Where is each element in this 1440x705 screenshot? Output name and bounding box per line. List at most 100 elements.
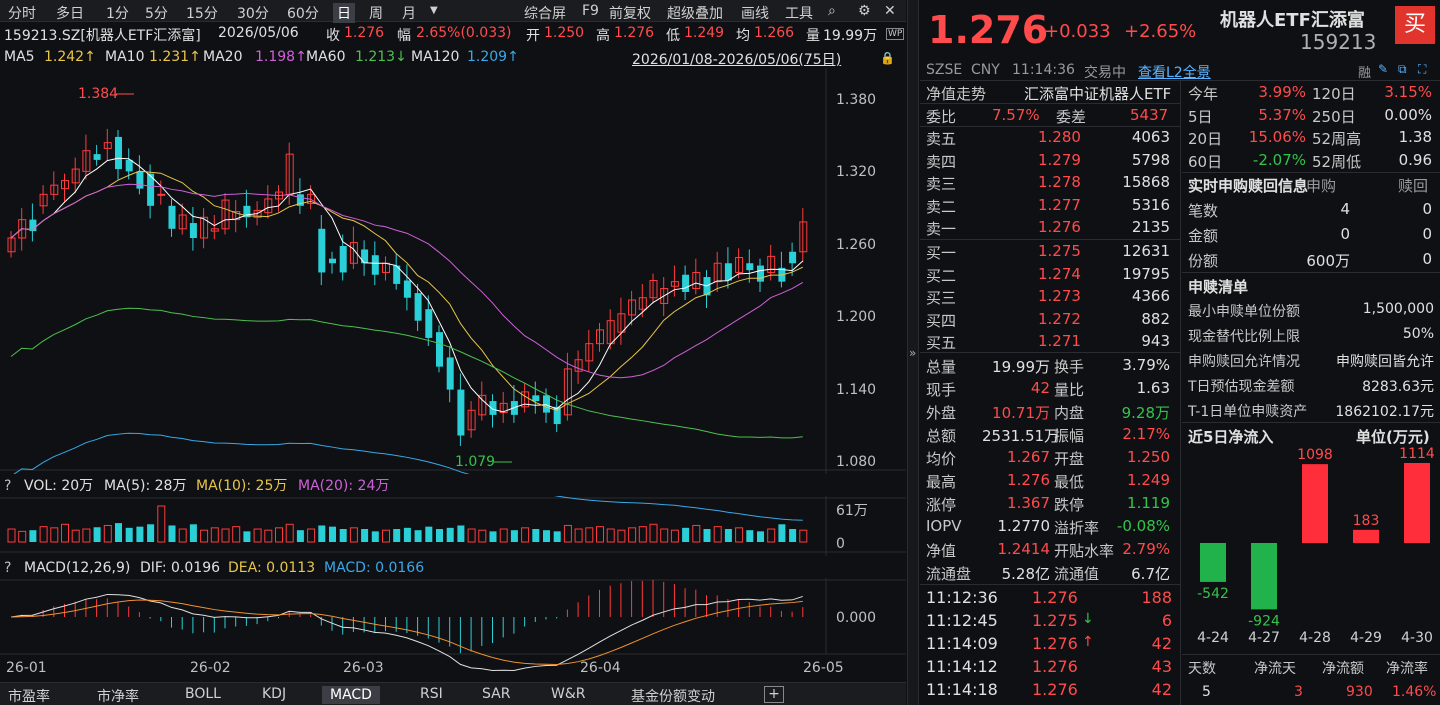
- candle[interactable]: [157, 180, 166, 205]
- candle[interactable]: [147, 164, 155, 219]
- period-tab[interactable]: 30分: [237, 6, 269, 22]
- candle[interactable]: [585, 329, 594, 372]
- candle[interactable]: [467, 401, 476, 438]
- tool-button[interactable]: F9: [582, 3, 599, 19]
- candle[interactable]: [243, 189, 251, 228]
- candle[interactable]: [649, 273, 658, 304]
- candle[interactable]: [617, 297, 626, 345]
- candle[interactable]: [136, 155, 144, 195]
- indicator-tab[interactable]: KDJ: [262, 686, 287, 702]
- period-tab[interactable]: 周: [369, 6, 383, 22]
- add-tab-icon[interactable]: +: [764, 686, 784, 703]
- tool-button[interactable]: 画线: [741, 6, 769, 22]
- candle[interactable]: [478, 381, 487, 421]
- candle[interactable]: [318, 215, 326, 286]
- popout-icon[interactable]: ⧉: [1398, 62, 1407, 76]
- indicator-tab[interactable]: 市盈率: [8, 689, 50, 705]
- expand-icon[interactable]: ⛶: [1418, 62, 1427, 76]
- candle[interactable]: [757, 258, 764, 292]
- candle[interactable]: [670, 265, 679, 297]
- candle[interactable]: [264, 185, 273, 219]
- candle[interactable]: [724, 247, 732, 289]
- candle[interactable]: [682, 265, 690, 301]
- candle[interactable]: [232, 200, 241, 233]
- bid-price[interactable]: 1.272: [1038, 309, 1081, 328]
- candle[interactable]: [436, 325, 443, 373]
- indicator-tab[interactable]: RSI: [420, 686, 443, 702]
- period-tab[interactable]: 15分: [186, 6, 218, 22]
- indicator-tab[interactable]: SAR: [482, 686, 511, 702]
- tool-button[interactable]: 综合屏: [524, 6, 566, 22]
- bid-price[interactable]: 1.273: [1038, 287, 1081, 305]
- candle[interactable]: [414, 283, 422, 332]
- nav-fund-name[interactable]: 汇添富中证机器人ETF: [1024, 85, 1172, 103]
- kline-chart[interactable]: 1.380 1.320 1.260 1.200 1.140 1.080 1.38…: [0, 68, 906, 682]
- date-range[interactable]: 2026/01/08-2026/05/06(75日): [632, 52, 842, 68]
- period-tab[interactable]: 60分: [287, 6, 319, 22]
- candle[interactable]: [799, 208, 808, 263]
- candle[interactable]: [93, 144, 101, 166]
- candle[interactable]: [61, 173, 69, 202]
- panel-divider[interactable]: »: [907, 0, 919, 705]
- indicator-tab[interactable]: W&R: [551, 686, 586, 702]
- collapse-icon[interactable]: »: [909, 346, 917, 360]
- candle[interactable]: [361, 240, 369, 276]
- candle[interactable]: [532, 381, 540, 414]
- candle[interactable]: [628, 290, 637, 326]
- indicator-tab[interactable]: 基金份额变动: [631, 689, 715, 705]
- ask-price[interactable]: 1.277: [1038, 195, 1081, 214]
- candle[interactable]: [189, 206, 197, 251]
- candle[interactable]: [446, 345, 454, 403]
- candle[interactable]: [296, 178, 304, 214]
- candle[interactable]: [703, 270, 711, 309]
- help-icon[interactable]: ?: [4, 560, 11, 576]
- period-tab[interactable]: 5分: [145, 6, 168, 22]
- candle[interactable]: [50, 171, 59, 201]
- help-icon[interactable]: ?: [4, 478, 11, 494]
- close-icon[interactable]: ✕: [884, 3, 896, 19]
- candle[interactable]: [210, 215, 219, 240]
- candle[interactable]: [596, 322, 604, 352]
- candle[interactable]: [307, 185, 316, 210]
- candle[interactable]: [200, 208, 209, 249]
- candle[interactable]: [71, 157, 80, 194]
- period-tab-selected[interactable]: 日: [333, 3, 355, 23]
- indicator-tab[interactable]: 市净率: [97, 689, 139, 705]
- period-tab[interactable]: 分时: [8, 6, 36, 22]
- ask-price[interactable]: 1.276: [1038, 218, 1081, 236]
- candle[interactable]: [553, 395, 561, 433]
- candle[interactable]: [329, 251, 336, 274]
- candle[interactable]: [115, 130, 122, 180]
- candle[interactable]: [574, 350, 583, 384]
- period-tab[interactable]: 月: [402, 6, 416, 22]
- lock-icon[interactable]: 🔒: [880, 51, 895, 65]
- bid-price[interactable]: 1.274: [1038, 264, 1081, 283]
- buy-button[interactable]: 买: [1395, 6, 1435, 44]
- candle[interactable]: [39, 185, 48, 214]
- bid-price[interactable]: 1.275: [1038, 242, 1081, 260]
- candle[interactable]: [660, 277, 669, 317]
- tool-button[interactable]: 超级叠加: [667, 6, 723, 22]
- candle[interactable]: [713, 251, 722, 292]
- candle[interactable]: [393, 254, 401, 290]
- settings-icon[interactable]: ⚙: [858, 3, 871, 19]
- period-dropdown-icon[interactable]: ▼: [430, 5, 438, 16]
- candle[interactable]: [168, 198, 176, 237]
- candle[interactable]: [746, 249, 754, 283]
- candle[interactable]: [489, 394, 497, 428]
- ask-price[interactable]: 1.278: [1038, 173, 1081, 191]
- candle[interactable]: [638, 283, 647, 318]
- bid-price[interactable]: 1.271: [1038, 332, 1081, 350]
- indicator-tab-selected[interactable]: MACD: [322, 686, 380, 704]
- edit-icon[interactable]: ✎: [1378, 62, 1389, 76]
- candle[interactable]: [521, 382, 530, 413]
- candle[interactable]: [82, 134, 91, 180]
- candle[interactable]: [767, 244, 776, 281]
- wp-icon[interactable]: WP: [886, 28, 905, 40]
- candle[interactable]: [349, 226, 358, 269]
- candle[interactable]: [735, 248, 744, 279]
- candle[interactable]: [692, 258, 701, 295]
- candle[interactable]: [125, 148, 133, 180]
- l2-link[interactable]: 查看L2全景: [1138, 65, 1211, 81]
- candle[interactable]: [457, 373, 465, 446]
